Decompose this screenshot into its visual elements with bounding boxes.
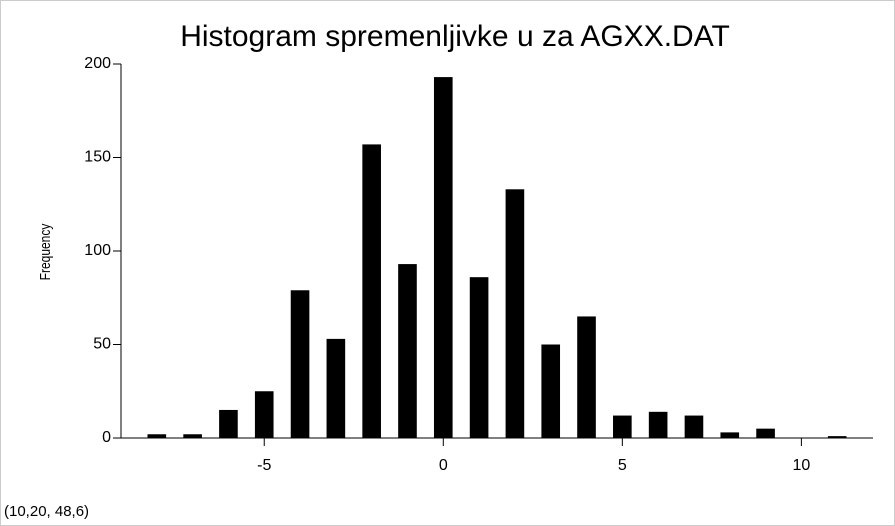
y-tick-label: 150 [84, 149, 111, 166]
bar [648, 411, 668, 438]
bar [147, 434, 167, 438]
bar [290, 290, 310, 438]
bar [183, 434, 202, 438]
bar [613, 415, 632, 438]
x-tick-label: -5 [257, 457, 271, 474]
bar [827, 436, 847, 438]
bar [541, 344, 561, 438]
bar [219, 409, 238, 438]
bar [433, 77, 453, 438]
chart-title: Histogram spremenljivke u za AGXX.DAT [180, 20, 730, 53]
y-tick-label: 200 [84, 55, 111, 72]
x-tick-label: 0 [439, 457, 448, 474]
y-tick-label: 100 [84, 242, 111, 259]
status-text: (10,20, 48,6) [4, 503, 89, 520]
bar [362, 144, 381, 438]
bar [469, 277, 489, 438]
bar [577, 316, 596, 438]
y-tick-label: 0 [102, 429, 111, 446]
bar [684, 415, 704, 438]
y-tick-label: 50 [93, 336, 111, 353]
bar [398, 264, 417, 438]
bar [254, 391, 274, 438]
x-tick-label: 5 [618, 457, 627, 474]
bar [756, 428, 775, 438]
x-tick-label: 10 [792, 457, 810, 474]
bar [720, 432, 740, 438]
bar [326, 338, 346, 438]
y-axis-label: Frequency [37, 223, 54, 280]
bar [505, 189, 525, 438]
